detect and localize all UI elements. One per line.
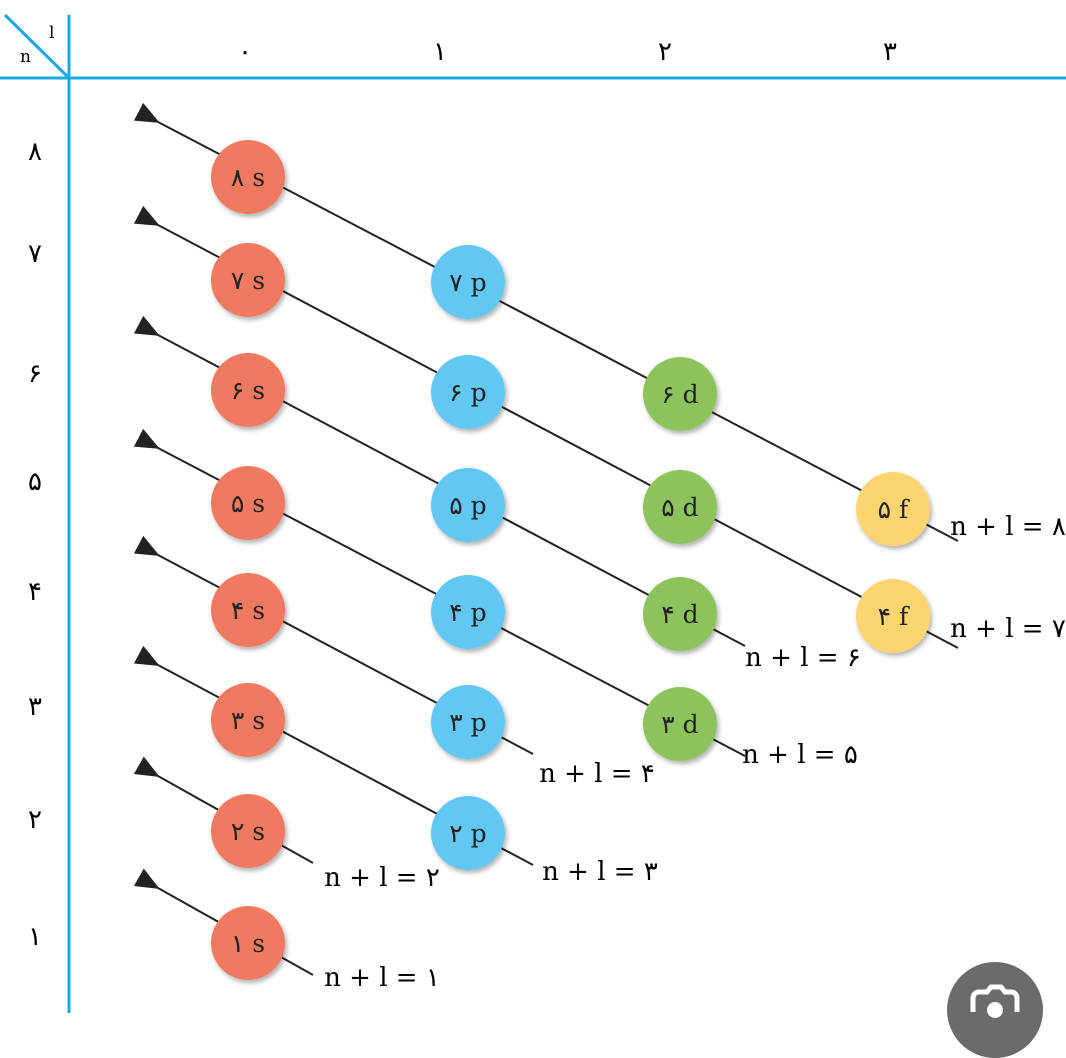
orbital-3s: ۳ s <box>211 683 285 757</box>
orbital-3d: ۳ d <box>643 687 717 761</box>
orbital-label: ۳ s <box>231 706 265 735</box>
orbital-6s: ۶ s <box>211 353 285 427</box>
row-label-n-2: ۲ <box>28 805 42 835</box>
orbital-label: ۵ d <box>661 493 698 522</box>
column-label-l-0: ۰ <box>238 37 252 67</box>
orbital-circle <box>211 140 285 214</box>
orbital-6p: ۶ p <box>431 355 505 429</box>
orbital-circle <box>431 468 505 542</box>
orbital-label: ۱ s <box>231 929 265 958</box>
orbital-label: ۶ s <box>231 376 265 405</box>
orbital-label: ۳ d <box>661 710 698 739</box>
orbital-circle <box>211 353 285 427</box>
orbital-2p: ۲ p <box>431 796 505 870</box>
orbital-circle <box>211 683 285 757</box>
orbital-6d: ۶ d <box>643 357 717 431</box>
orbital-label: ۶ d <box>661 380 698 409</box>
row-label-n-7: ۷ <box>28 239 42 269</box>
orbital-circle <box>211 573 285 647</box>
orbital-5s: ۵ s <box>211 466 285 540</box>
orbital-label: ۴ d <box>661 600 698 629</box>
orbital-circle <box>643 577 717 651</box>
orbital-1s: ۱ s <box>211 906 285 980</box>
orbital-circle <box>431 575 505 649</box>
orbital-5p: ۵ p <box>431 468 505 542</box>
orbital-8s: ۸ s <box>211 140 285 214</box>
orbital-circle <box>431 355 505 429</box>
diagonal-label-5: n + l = ۵ <box>742 740 858 770</box>
row-label-n-8: ۸ <box>28 137 42 167</box>
orbital-7p: ۷ p <box>431 245 505 319</box>
diagonal-label-3: n + l = ۳ <box>542 857 658 887</box>
corner-n-label: n <box>20 47 31 67</box>
orbital-label: ۵ f <box>878 495 910 524</box>
orbital-label: ۶ p <box>449 378 486 407</box>
row-label-n-3: ۳ <box>28 692 42 722</box>
row-label-n-5: ۵ <box>28 467 42 497</box>
diagonal-label-8: n + l = ۸ <box>950 512 1066 542</box>
orbital-circle <box>211 243 285 317</box>
diagonal-arrow-7 <box>133 205 959 649</box>
orbital-circle <box>211 906 285 980</box>
orbital-4s: ۴ s <box>211 573 285 647</box>
orbital-label: ۸ s <box>231 163 265 192</box>
row-label-n-4: ۴ <box>28 577 42 607</box>
orbital-circle <box>431 796 505 870</box>
diagonal-label-1: n + l = ۱ <box>324 963 440 993</box>
orbital-circle <box>211 466 285 540</box>
orbital-circle <box>643 687 717 761</box>
orbital-4p: ۴ p <box>431 575 505 649</box>
orbital-label: ۷ p <box>449 268 486 297</box>
orbital-circle <box>643 470 717 544</box>
orbital-7s: ۷ s <box>211 243 285 317</box>
orbital-circle <box>211 794 285 868</box>
orbital-label: ۴ p <box>449 598 486 627</box>
orbital-circle <box>856 579 930 653</box>
corner-l-label: l <box>49 23 54 43</box>
orbital-circle <box>643 357 717 431</box>
orbital-label: ۴ s <box>231 596 265 625</box>
orbital-label: ۵ s <box>231 489 265 518</box>
column-label-l-1: ۱ <box>433 37 447 67</box>
lens-search-button[interactable] <box>947 962 1043 1058</box>
camera-search-icon <box>970 984 1020 1018</box>
orbital-label: ۷ s <box>231 266 265 295</box>
row-label-n-1: ۱ <box>28 922 42 952</box>
orbital-3p: ۳ p <box>431 685 505 759</box>
orbital-5d: ۵ d <box>643 470 717 544</box>
orbital-circle <box>431 245 505 319</box>
orbital-label: ۲ s <box>231 817 265 846</box>
orbital-label: ۲ p <box>449 819 486 848</box>
orbital-2s: ۲ s <box>211 794 285 868</box>
diagonal-label-7: n + l = ۷ <box>950 614 1066 644</box>
diagonal-label-4: n + l = ۴ <box>539 759 655 789</box>
corner-divider <box>3 13 71 80</box>
column-label-l-3: ۳ <box>883 37 897 67</box>
orbital-circle <box>856 472 930 546</box>
orbital-circle <box>431 685 505 759</box>
diagonal-label-2: n + l = ۲ <box>324 863 440 893</box>
orbital-label: ۵ p <box>449 491 486 520</box>
orbital-4d: ۴ d <box>643 577 717 651</box>
diagonal-arrow-8 <box>133 102 959 542</box>
aufbau-diagram: n l ۰ ۱ ۲ ۳ ۸ ۷ ۶ ۵ ۴ ۳ ۲ ۱ n + l = ۸ n + l = ۷ n + … <box>0 13 1066 1013</box>
orbital-label: ۳ p <box>449 708 486 737</box>
orbital-label: ۴ f <box>878 602 910 631</box>
row-label-n-6: ۶ <box>28 359 42 389</box>
orbital-4f: ۴ f <box>856 579 930 653</box>
column-label-l-2: ۲ <box>658 37 672 67</box>
diagonal-label-6: n + l = ۶ <box>745 643 861 673</box>
orbital-5f: ۵ f <box>856 472 930 546</box>
